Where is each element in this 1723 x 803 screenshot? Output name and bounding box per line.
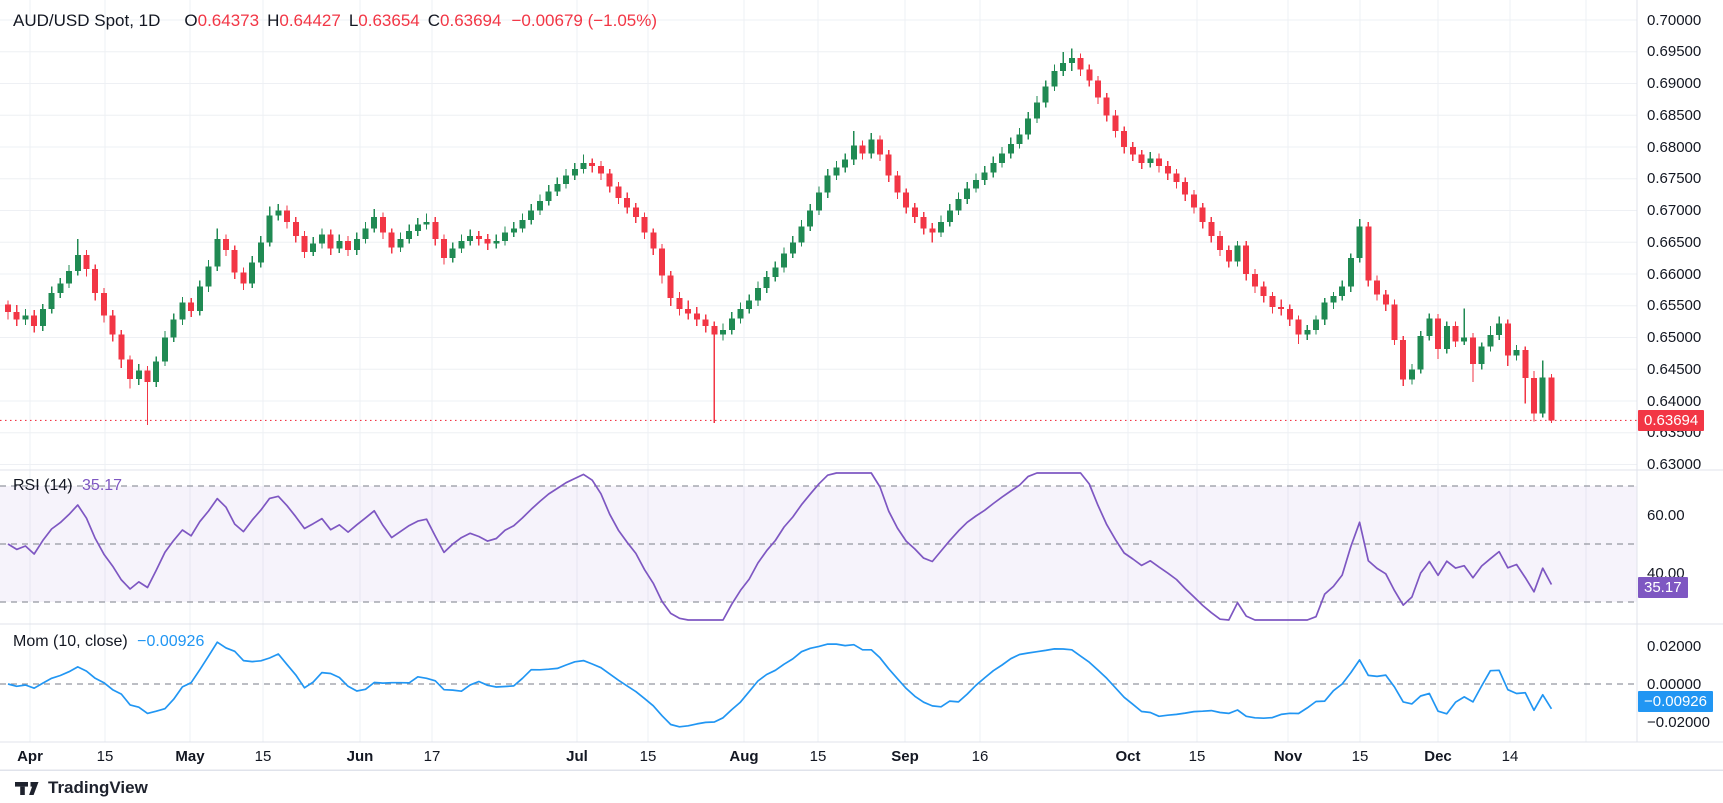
momentum-axis-label: 0.00000 [1647, 675, 1702, 693]
low-value: 0.63654 [358, 11, 420, 30]
open-label: O [184, 11, 198, 30]
grid-layer [0, 0, 1637, 742]
close-value: 0.63694 [440, 11, 502, 30]
price-axis-label: 0.66500 [1647, 233, 1702, 251]
time-axis-day-label: 15 [1188, 748, 1206, 765]
tradingview-logo-icon[interactable] [14, 778, 40, 798]
high-label: H [267, 11, 280, 30]
chart-legend: AUD/USD Spot, 1D O0.64373 H0.64427 L0.63654… [13, 11, 657, 31]
price-axis-label: 0.67500 [1647, 170, 1702, 188]
time-axis-month-label: Apr [17, 748, 43, 765]
price-axis-label: 0.65500 [1647, 297, 1702, 315]
time-axis-month-label: Nov [1273, 748, 1303, 765]
time-axis-day-label: 15 [1351, 748, 1369, 765]
momentum-value-badge: −0.00926 [1638, 691, 1713, 713]
time-axis-day-label: 15 [96, 748, 114, 765]
rsi-value-badge: 35.17 [1638, 576, 1688, 598]
time-axis-month-label: Jul [566, 748, 588, 765]
momentum-line [7, 641, 1553, 728]
time-axis-day-label: 15 [639, 748, 657, 765]
momentum-legend: Mom (10, close) −0.00926 [13, 633, 204, 651]
rsi-line [7, 472, 1553, 621]
rsi-title[interactable]: RSI [13, 477, 40, 494]
price-axis-label: 0.65000 [1647, 329, 1702, 346]
price-axis-label: 0.67000 [1647, 202, 1702, 219]
tradingview-logo-text[interactable]: TradingView [48, 777, 148, 797]
price-axis-label: 0.64000 [1647, 392, 1702, 410]
price-axis-label: 0.68000 [1647, 138, 1702, 156]
time-axis-month-label: Jun [346, 748, 374, 765]
low-label: L [348, 11, 359, 30]
time-axis-month-label: Sep [891, 748, 919, 765]
price-axis-label: 0.69500 [1647, 43, 1702, 61]
rsi-legend: RSI (14) 35.17 [13, 477, 122, 495]
rsi-axis-label: 60.00 [1647, 506, 1685, 524]
rsi-params: (14) [44, 477, 73, 494]
time-axis-day-label: 17 [423, 748, 441, 765]
momentum-value: −0.00926 [137, 633, 205, 650]
price-axis-label: 0.63000 [1647, 456, 1702, 473]
rsi-value: 35.17 [82, 477, 123, 494]
time-axis-day-label: 15 [254, 748, 272, 765]
momentum-title[interactable]: Mom [13, 633, 49, 650]
current-price-badge: 0.63694 [1638, 409, 1705, 431]
symbol-title[interactable]: AUD/USD Spot, 1D [13, 11, 161, 30]
time-axis-month-label: Dec [1424, 748, 1452, 765]
time-axis-month-label: Oct [1115, 748, 1141, 765]
open-value: 0.64373 [197, 11, 260, 30]
price-axis-label: 0.68500 [1647, 106, 1702, 124]
time-axis-day-label: 16 [971, 748, 989, 765]
momentum-axis-label: 0.02000 [1647, 637, 1702, 655]
momentum-params: (10, close) [53, 633, 128, 650]
change-value: −0.00679 (−1.05%) [511, 11, 658, 30]
time-axis-month-label: May [175, 748, 205, 765]
momentum-axis-label: −0.02000 [1647, 713, 1710, 731]
price-axis-label: 0.66000 [1647, 265, 1702, 283]
time-axis-month-label: Aug [729, 748, 759, 765]
price-axis-label: 0.69000 [1647, 75, 1702, 92]
footer-bar: TradingView [0, 770, 1723, 803]
candles-layer [5, 48, 1555, 426]
close-label: C [427, 11, 441, 30]
high-value: 0.64427 [279, 11, 341, 30]
price-axis-label: 0.64500 [1647, 360, 1702, 378]
time-axis-day-label: 15 [809, 748, 827, 765]
price-axis-label: 0.70000 [1647, 11, 1702, 29]
time-axis-day-label: 14 [1501, 748, 1519, 765]
